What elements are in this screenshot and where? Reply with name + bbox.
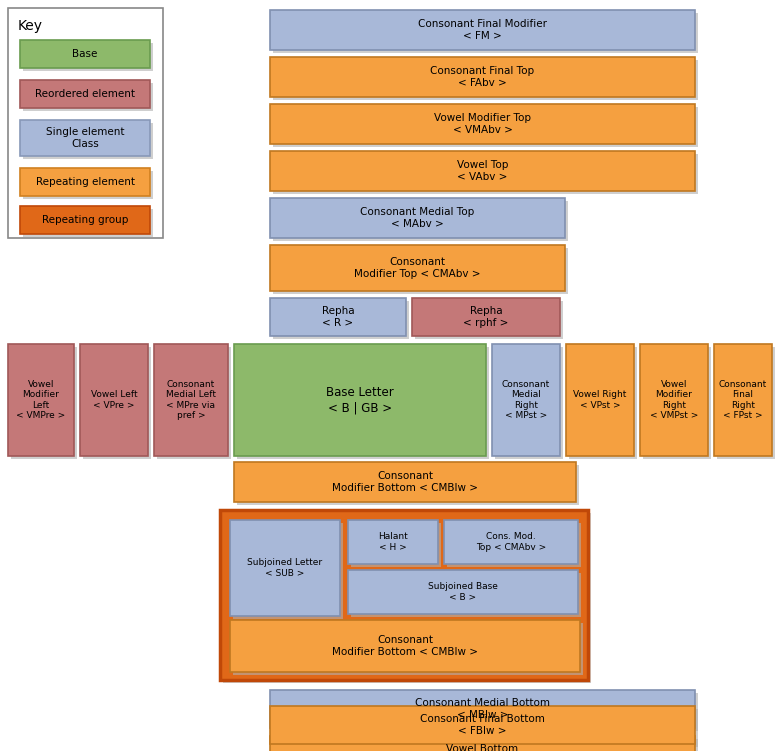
Text: Consonant
Modifier Top < CMAbv >: Consonant Modifier Top < CMAbv > bbox=[354, 257, 481, 279]
FancyBboxPatch shape bbox=[230, 620, 580, 672]
Text: Consonant
Modifier Bottom < CMBlw >: Consonant Modifier Bottom < CMBlw > bbox=[332, 635, 478, 657]
FancyBboxPatch shape bbox=[270, 736, 695, 751]
Text: Vowel Modifier Top
< VMAbv >: Vowel Modifier Top < VMAbv > bbox=[434, 113, 531, 134]
FancyBboxPatch shape bbox=[714, 344, 772, 456]
FancyBboxPatch shape bbox=[273, 301, 409, 339]
FancyBboxPatch shape bbox=[270, 690, 695, 728]
FancyBboxPatch shape bbox=[223, 513, 591, 683]
FancyBboxPatch shape bbox=[270, 706, 695, 744]
Text: Vowel
Modifier
Right
< VMPst >: Vowel Modifier Right < VMPst > bbox=[650, 380, 699, 420]
FancyBboxPatch shape bbox=[640, 344, 708, 456]
FancyBboxPatch shape bbox=[23, 171, 153, 199]
Text: Base Letter
< B | GB >: Base Letter < B | GB > bbox=[326, 386, 394, 414]
Text: Vowel Top
< VAbv >: Vowel Top < VAbv > bbox=[457, 160, 508, 182]
Text: Consonant Medial Top
< MAbv >: Consonant Medial Top < MAbv > bbox=[361, 207, 475, 229]
Text: Consonant
Medial
Right
< MPst >: Consonant Medial Right < MPst > bbox=[502, 380, 550, 420]
Text: Vowel
Modifier
Left
< VMPre >: Vowel Modifier Left < VMPre > bbox=[16, 380, 65, 420]
Text: Consonant
Modifier Bottom < CMBlw >: Consonant Modifier Bottom < CMBlw > bbox=[332, 471, 478, 493]
FancyBboxPatch shape bbox=[23, 209, 153, 237]
FancyBboxPatch shape bbox=[270, 245, 565, 291]
FancyBboxPatch shape bbox=[273, 154, 698, 194]
Text: Consonant Medial Bottom
< MBlw >: Consonant Medial Bottom < MBlw > bbox=[415, 698, 550, 719]
FancyBboxPatch shape bbox=[273, 60, 698, 100]
FancyBboxPatch shape bbox=[348, 570, 578, 614]
FancyBboxPatch shape bbox=[569, 347, 637, 459]
FancyBboxPatch shape bbox=[351, 523, 441, 567]
Text: Subjoined Letter
< SUB >: Subjoined Letter < SUB > bbox=[247, 558, 322, 578]
FancyBboxPatch shape bbox=[11, 347, 77, 459]
FancyBboxPatch shape bbox=[348, 520, 438, 564]
FancyBboxPatch shape bbox=[273, 739, 698, 751]
FancyBboxPatch shape bbox=[233, 623, 583, 675]
FancyBboxPatch shape bbox=[273, 107, 698, 147]
FancyBboxPatch shape bbox=[270, 104, 695, 144]
Text: Repha
< rphf >: Repha < rphf > bbox=[463, 306, 509, 327]
FancyBboxPatch shape bbox=[495, 347, 563, 459]
FancyBboxPatch shape bbox=[415, 301, 563, 339]
FancyBboxPatch shape bbox=[8, 344, 74, 456]
FancyBboxPatch shape bbox=[233, 523, 343, 619]
Text: Consonant Final Modifier
< FM >: Consonant Final Modifier < FM > bbox=[418, 20, 547, 41]
FancyBboxPatch shape bbox=[270, 10, 695, 50]
FancyBboxPatch shape bbox=[8, 8, 163, 238]
Text: Vowel Left
< VPre >: Vowel Left < VPre > bbox=[91, 391, 138, 410]
FancyBboxPatch shape bbox=[23, 123, 153, 159]
FancyBboxPatch shape bbox=[80, 344, 148, 456]
FancyBboxPatch shape bbox=[83, 347, 151, 459]
FancyBboxPatch shape bbox=[444, 520, 578, 564]
FancyBboxPatch shape bbox=[234, 462, 576, 502]
FancyBboxPatch shape bbox=[237, 347, 489, 459]
Text: Base: Base bbox=[72, 49, 98, 59]
FancyBboxPatch shape bbox=[717, 347, 775, 459]
FancyBboxPatch shape bbox=[273, 13, 698, 53]
Text: Vowel Bottom
< VBlw >: Vowel Bottom < VBlw > bbox=[447, 744, 518, 751]
Text: Key: Key bbox=[18, 19, 43, 33]
Text: Repeating element: Repeating element bbox=[36, 177, 134, 187]
Text: Vowel Right
< VPst >: Vowel Right < VPst > bbox=[573, 391, 627, 410]
Text: Repeating group: Repeating group bbox=[42, 215, 128, 225]
FancyBboxPatch shape bbox=[270, 298, 406, 336]
Text: Consonant
Medial Left
< MPre via
pref >: Consonant Medial Left < MPre via pref > bbox=[166, 380, 216, 420]
FancyBboxPatch shape bbox=[273, 709, 698, 747]
FancyBboxPatch shape bbox=[447, 523, 581, 567]
FancyBboxPatch shape bbox=[20, 168, 150, 196]
Text: Consonant
Final
Right
< FPst >: Consonant Final Right < FPst > bbox=[719, 380, 767, 420]
FancyBboxPatch shape bbox=[20, 40, 150, 68]
Text: Consonant Final Bottom
< FBlw >: Consonant Final Bottom < FBlw > bbox=[420, 714, 545, 736]
FancyBboxPatch shape bbox=[220, 510, 588, 680]
FancyBboxPatch shape bbox=[273, 248, 568, 294]
FancyBboxPatch shape bbox=[20, 120, 150, 156]
Text: Consonant Final Top
< FAbv >: Consonant Final Top < FAbv > bbox=[430, 66, 535, 88]
FancyBboxPatch shape bbox=[154, 344, 228, 456]
Text: Reordered element: Reordered element bbox=[35, 89, 135, 99]
FancyBboxPatch shape bbox=[270, 57, 695, 97]
Text: Subjoined Base
< B >: Subjoined Base < B > bbox=[428, 582, 498, 602]
Text: Cons. Mod.
Top < CMAbv >: Cons. Mod. Top < CMAbv > bbox=[476, 532, 546, 552]
FancyBboxPatch shape bbox=[273, 201, 568, 241]
Text: Repha
< R >: Repha < R > bbox=[322, 306, 354, 327]
FancyBboxPatch shape bbox=[273, 693, 698, 731]
FancyBboxPatch shape bbox=[643, 347, 711, 459]
FancyBboxPatch shape bbox=[492, 344, 560, 456]
FancyBboxPatch shape bbox=[351, 573, 581, 617]
FancyBboxPatch shape bbox=[23, 43, 153, 71]
FancyBboxPatch shape bbox=[234, 344, 486, 456]
Text: Single element
Class: Single element Class bbox=[46, 127, 124, 149]
Text: Halant
< H >: Halant < H > bbox=[378, 532, 408, 552]
FancyBboxPatch shape bbox=[270, 151, 695, 191]
FancyBboxPatch shape bbox=[20, 80, 150, 108]
FancyBboxPatch shape bbox=[23, 83, 153, 111]
FancyBboxPatch shape bbox=[157, 347, 231, 459]
FancyBboxPatch shape bbox=[566, 344, 634, 456]
FancyBboxPatch shape bbox=[237, 465, 579, 505]
FancyBboxPatch shape bbox=[20, 206, 150, 234]
FancyBboxPatch shape bbox=[412, 298, 560, 336]
FancyBboxPatch shape bbox=[270, 198, 565, 238]
FancyBboxPatch shape bbox=[230, 520, 340, 616]
